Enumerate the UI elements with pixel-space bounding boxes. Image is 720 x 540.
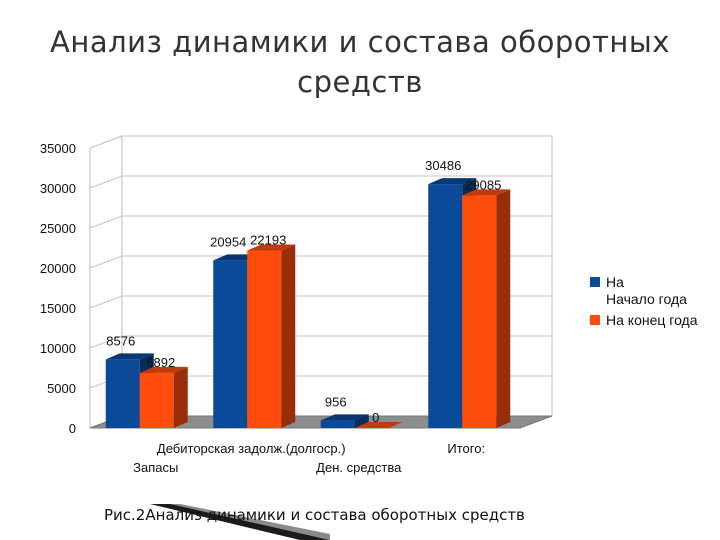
bar-front [428, 184, 463, 428]
gridline [89, 135, 552, 149]
legend-swatch-end [590, 315, 600, 325]
y-tick-label: 15000 [40, 301, 76, 316]
slide-title: Анализ динамики и состава оборотных сред… [0, 22, 720, 102]
bar [320, 414, 369, 428]
data-label: 22193 [250, 232, 286, 247]
chart-legend: На Начало года На конец года [590, 274, 720, 333]
x-category-label: Дебиторская задолж.(долгоср.) [157, 441, 346, 456]
bar [139, 366, 188, 428]
y-tick-label: 20000 [40, 261, 76, 276]
gridline [89, 255, 552, 269]
bar-top [247, 244, 296, 251]
bar-top [428, 178, 477, 185]
bar-side [281, 244, 296, 428]
slide-title-line-2: средств [297, 65, 423, 99]
legend-label-end: На конец года [606, 312, 698, 328]
figure-caption: Рис.2Анализ динамики и состава оборотных… [104, 506, 525, 524]
bar-top [105, 353, 154, 360]
bar-side [173, 366, 188, 428]
data-label: 8576 [106, 333, 135, 348]
x-category-label: Ден. средства [316, 460, 402, 475]
bar-front [139, 372, 174, 428]
bar-side [354, 414, 369, 428]
chart-grid [89, 135, 552, 389]
y-tick-label: 0 [69, 421, 76, 436]
bar-top [462, 189, 511, 196]
gridline [89, 175, 552, 189]
gridline [89, 215, 552, 229]
legend-swatch-start [590, 277, 600, 287]
y-tick-label: 10000 [40, 341, 76, 356]
slide-title-line-1: Анализ динамики и состава оборотных [50, 25, 670, 59]
legend-item-end: На конец года [590, 312, 720, 329]
bar-top [354, 422, 403, 428]
x-category-label: Итого: [447, 441, 485, 456]
bar-side [496, 189, 511, 428]
x-category-label: Запасы [133, 460, 178, 475]
bar [247, 244, 296, 428]
bar [462, 189, 511, 428]
bar-chart: 0 5000 10000 15000 20000 25000 30000 35000 8576… [40, 135, 553, 475]
x-axis-labels: Дебиторская задолж.(долгоср.) Итого: Запас… [133, 441, 485, 475]
bar-front [462, 195, 497, 428]
bar-top [320, 414, 369, 421]
data-label: 20954 [210, 234, 246, 249]
bar-front [213, 260, 248, 428]
y-tick-label: 5000 [47, 381, 76, 396]
data-label: 956 [325, 394, 347, 409]
decorative-stripe [150, 504, 330, 540]
gridline [89, 295, 552, 309]
data-label: 29085 [465, 177, 501, 192]
y-axis-ticks: 0 5000 10000 15000 20000 25000 30000 35000 [40, 141, 76, 436]
bar [354, 422, 403, 428]
data-label: 30486 [425, 158, 461, 173]
y-tick-label: 35000 [40, 141, 76, 156]
data-labels: 8576 6892 20954 22193 956 0 30486 29085 [106, 158, 501, 425]
bar-front [320, 420, 355, 428]
legend-label-start: На Начало года [606, 274, 687, 307]
chart-bars [105, 178, 511, 428]
y-tick-label: 25000 [40, 221, 76, 236]
bar-front [105, 359, 140, 428]
legend-item-start: На Начало года [590, 274, 720, 308]
data-label: 0 [372, 410, 379, 425]
bar-front [247, 250, 282, 428]
bar-top [139, 366, 188, 373]
data-label: 6892 [146, 355, 175, 370]
gridline [89, 335, 552, 349]
y-tick-label: 30000 [40, 181, 76, 196]
